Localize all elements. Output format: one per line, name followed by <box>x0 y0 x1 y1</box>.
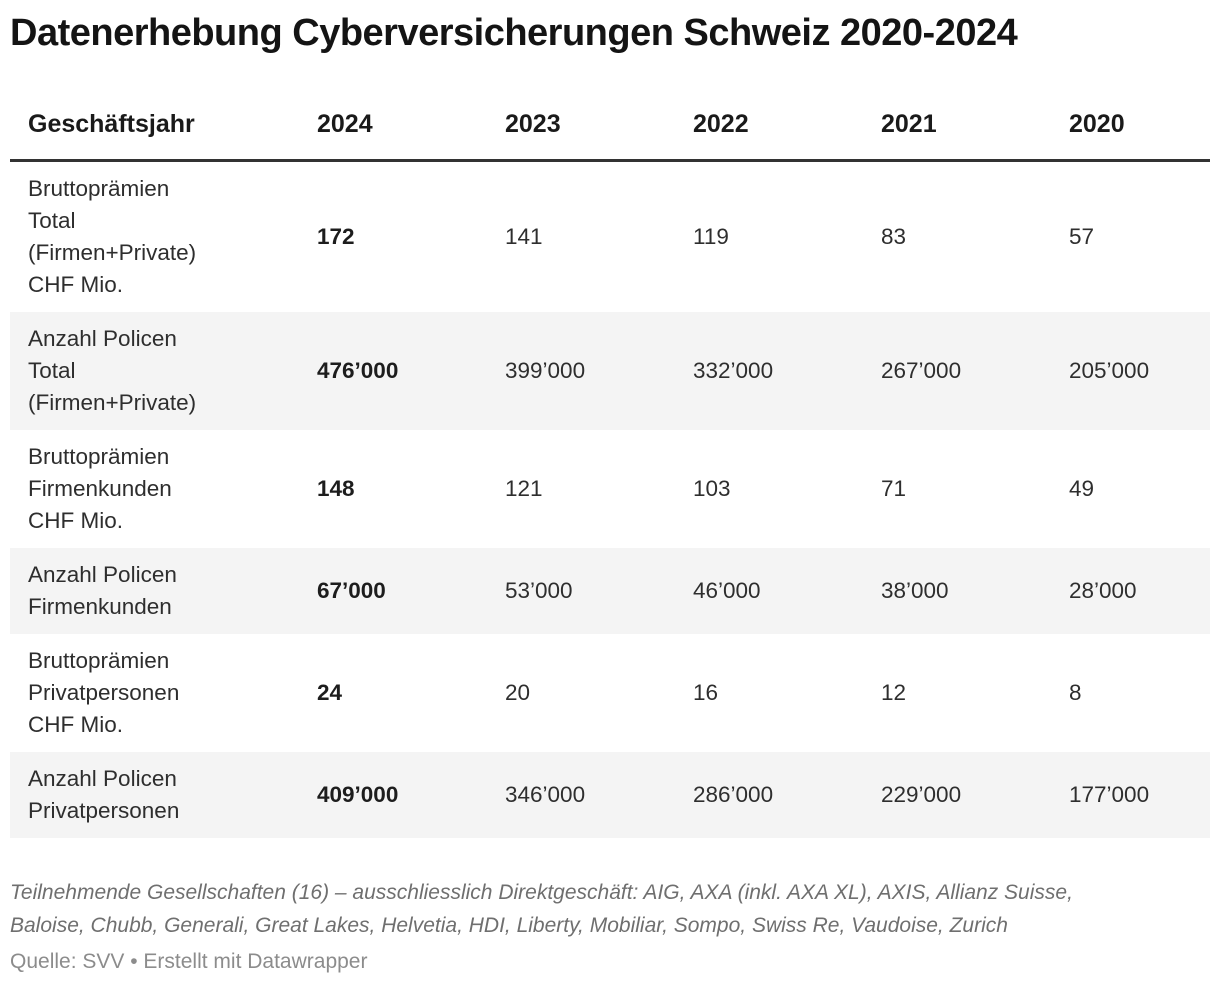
cell-value: 332’000 <box>693 357 774 383</box>
column-header-2023: 2023 <box>505 57 693 162</box>
cell-value: 57 <box>1069 223 1095 249</box>
cell-value: 148 <box>317 475 355 501</box>
table-row: Anzahl Policen Firmenkunden 67’000 53’00… <box>10 547 1210 634</box>
table-body: Bruttoprämien Total (Firmen+Private) CHF… <box>10 160 1210 838</box>
cell-value: 205’000 <box>1069 357 1150 383</box>
column-header-2020: 2020 <box>1069 57 1210 162</box>
cell-value: 53’000 <box>505 577 573 603</box>
chart-footer: Teilnehmende Gesellschaften (16) – aussc… <box>10 876 1210 975</box>
cell-value: 28’000 <box>1069 577 1137 603</box>
cell-value: 119 <box>693 223 729 249</box>
row-label: Anzahl Policen Total (Firmen+Private) <box>28 325 197 415</box>
table-row: Anzahl Policen Total (Firmen+Private) 47… <box>10 311 1210 430</box>
row-label: Anzahl Policen Firmenkunden <box>28 561 177 619</box>
header-row: Geschäftsjahr 2024 2023 2022 2021 2020 <box>10 57 1210 162</box>
row-label: Bruttoprämien Privatpersonen CHF Mio. <box>28 647 180 737</box>
column-header-2022: 2022 <box>693 57 881 162</box>
table-row: Bruttoprämien Privatpersonen CHF Mio. 24… <box>10 634 1210 752</box>
cell-value: 121 <box>505 475 543 501</box>
cell-value: 8 <box>1069 679 1082 705</box>
cell-value: 286’000 <box>693 781 774 807</box>
cell-value: 267’000 <box>881 357 962 383</box>
cell-value: 83 <box>881 223 907 249</box>
cell-value: 346’000 <box>505 781 586 807</box>
cell-value: 399’000 <box>505 357 586 383</box>
footnote-participants: Teilnehmende Gesellschaften (16) – aussc… <box>10 880 1073 937</box>
cell-value: 476’000 <box>317 357 399 383</box>
cell-value: 229’000 <box>881 781 962 807</box>
cell-value: 141 <box>505 223 543 249</box>
cell-value: 71 <box>881 475 907 501</box>
cell-value: 20 <box>505 679 531 705</box>
data-table: Geschäftsjahr 2024 2023 2022 2021 2020 B… <box>10 57 1210 838</box>
column-header-geschaeftsjahr: Geschäftsjahr <box>10 57 317 162</box>
cell-value: 12 <box>881 679 907 705</box>
table-header: Geschäftsjahr 2024 2023 2022 2021 2020 <box>10 57 1210 162</box>
cell-value: 409’000 <box>317 781 399 807</box>
table-row: Bruttoprämien Firmenkunden CHF Mio. 148 … <box>10 430 1210 548</box>
cell-value: 46’000 <box>693 577 761 603</box>
table-row: Anzahl Policen Privatpersonen 409’000 34… <box>10 751 1210 838</box>
column-header-2024: 2024 <box>317 57 505 162</box>
cell-value: 177’000 <box>1069 781 1150 807</box>
table-row: Bruttoprämien Total (Firmen+Private) CHF… <box>10 160 1210 312</box>
cell-value: 172 <box>317 223 355 249</box>
page-title: Datenerhebung Cyberversicherungen Schwei… <box>10 12 1018 54</box>
cell-value: 38’000 <box>881 577 949 603</box>
source-attribution: Quelle: SVV • Erstellt mit Datawrapper <box>10 949 368 973</box>
cell-value: 67’000 <box>317 577 386 603</box>
cell-value: 24 <box>317 679 343 705</box>
cell-value: 49 <box>1069 475 1095 501</box>
row-label: Bruttoprämien Firmenkunden CHF Mio. <box>28 443 172 533</box>
column-header-2021: 2021 <box>881 57 1069 162</box>
cell-value: 103 <box>693 475 731 501</box>
cell-value: 16 <box>693 679 719 705</box>
row-label: Bruttoprämien Total (Firmen+Private) CHF… <box>28 175 197 297</box>
row-label: Anzahl Policen Privatpersonen <box>28 765 180 823</box>
